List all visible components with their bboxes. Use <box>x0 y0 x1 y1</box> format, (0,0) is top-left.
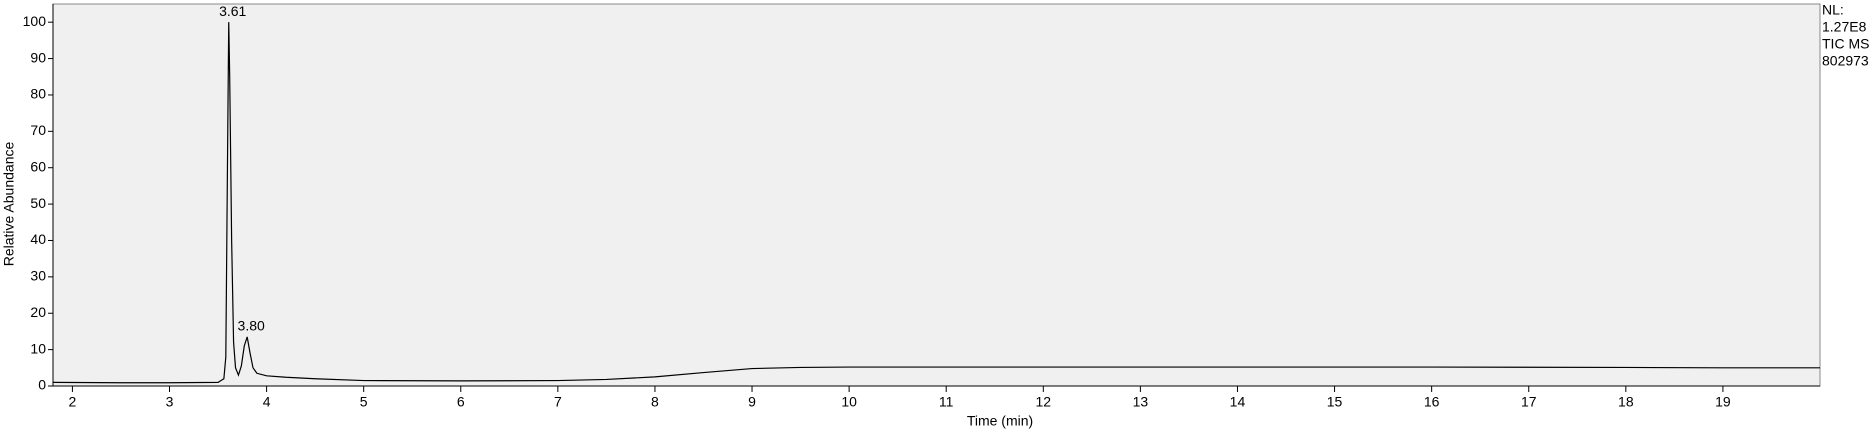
y-tick-label: 30 <box>30 268 46 284</box>
x-tick-label: 11 <box>939 394 954 410</box>
y-tick-label: 90 <box>30 49 46 65</box>
x-tick-label: 12 <box>1036 394 1052 410</box>
y-tick-label: 10 <box>30 340 46 356</box>
x-tick-label: 9 <box>748 394 756 410</box>
peak-label: 3.61 <box>219 3 246 19</box>
x-tick-label: 13 <box>1133 394 1149 410</box>
x-tick-label: 2 <box>69 394 77 410</box>
x-tick-label: 3 <box>166 394 174 410</box>
x-tick-label: 4 <box>263 394 271 410</box>
x-axis-label: Time (min) <box>967 413 1033 429</box>
x-tick-label: 8 <box>651 394 659 410</box>
x-tick-label: 19 <box>1715 394 1731 410</box>
y-tick-label: 100 <box>23 13 47 29</box>
y-axis-label: Relative Abundance <box>1 142 17 267</box>
y-tick-label: 80 <box>30 86 46 102</box>
x-tick-label: 15 <box>1327 394 1343 410</box>
trace <box>52 22 1820 384</box>
y-tick-label: 20 <box>30 304 46 320</box>
x-tick-label: 18 <box>1618 394 1634 410</box>
x-tick-label: 7 <box>554 394 562 410</box>
info-text: 1.27E8 <box>1822 19 1867 35</box>
x-tick-label: 14 <box>1230 394 1246 410</box>
peak-label: 3.80 <box>238 318 265 334</box>
x-tick-label: 5 <box>360 394 368 410</box>
x-tick-label: 10 <box>841 394 857 410</box>
y-tick-label: 50 <box>30 195 46 211</box>
x-tick-label: 16 <box>1424 394 1440 410</box>
y-tick-label: 60 <box>30 158 46 174</box>
info-text: TIC MS <box>1822 36 1869 52</box>
x-tick-label: 17 <box>1521 394 1537 410</box>
info-text: 802973 <box>1822 53 1869 69</box>
y-tick-label: 40 <box>30 231 46 247</box>
y-tick-label: 70 <box>30 122 46 138</box>
y-tick-label: 0 <box>38 377 46 393</box>
plot-area <box>52 3 1821 387</box>
info-text: NL: <box>1822 2 1844 18</box>
x-tick-label: 6 <box>457 394 465 410</box>
